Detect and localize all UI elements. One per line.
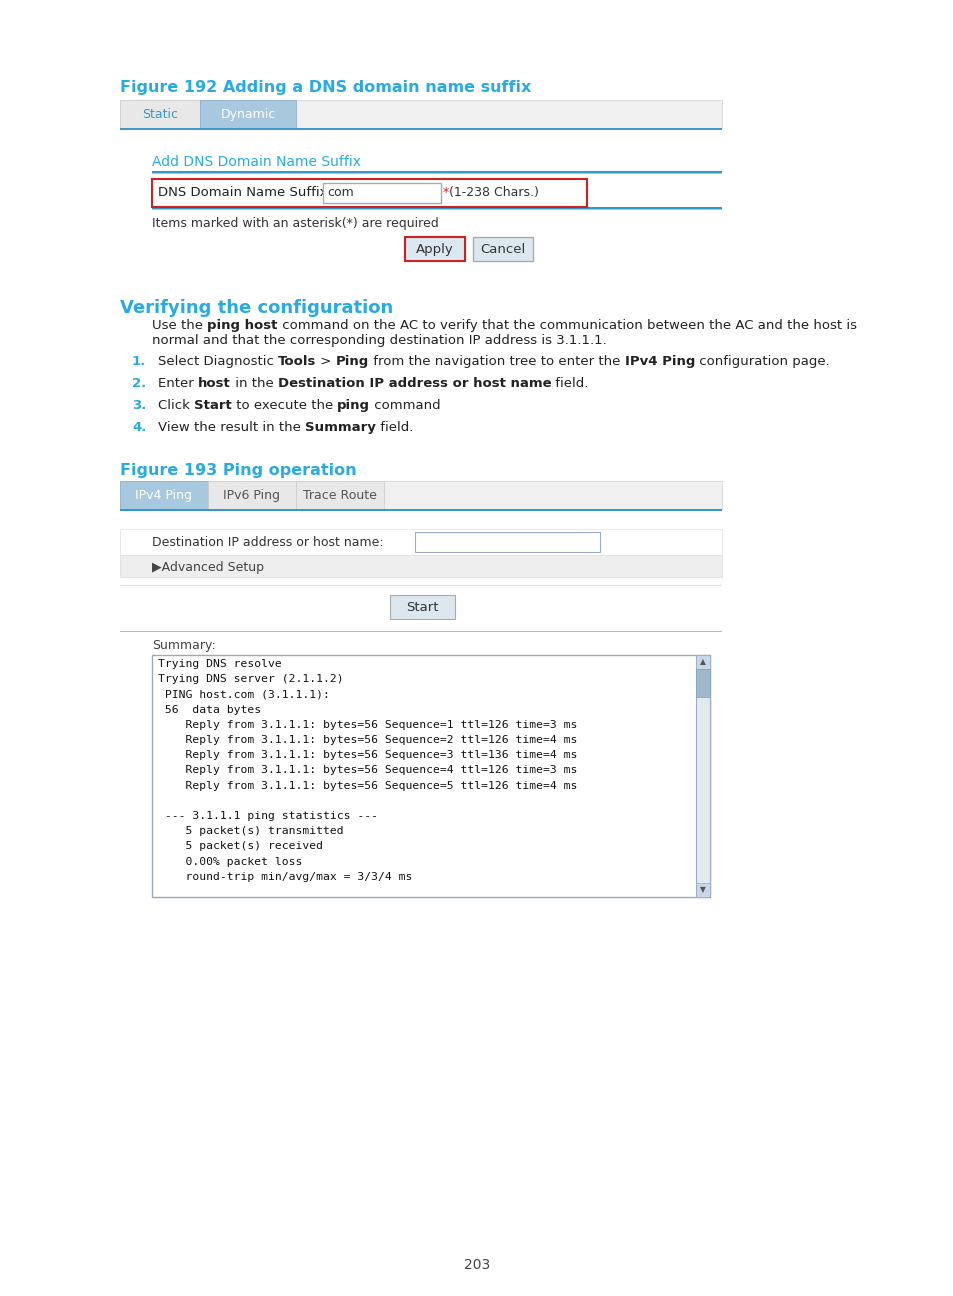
Text: ▲: ▲ <box>700 657 705 666</box>
Text: to execute the: to execute the <box>232 399 337 412</box>
Text: command on the AC to verify that the communication between the AC and the host i: command on the AC to verify that the com… <box>277 319 856 332</box>
Bar <box>696 654 709 897</box>
Text: Reply from 3.1.1.1: bytes=56 Sequence=3 ttl=136 time=4 ms: Reply from 3.1.1.1: bytes=56 Sequence=3 … <box>158 750 577 761</box>
Text: IPv4 Ping: IPv4 Ping <box>624 355 695 368</box>
Text: Figure 192 Adding a DNS domain name suffix: Figure 192 Adding a DNS domain name suff… <box>120 80 531 95</box>
Text: Verifying the configuration: Verifying the configuration <box>120 299 393 318</box>
Text: 203: 203 <box>463 1258 490 1271</box>
Text: DNS Domain Name Suffix:: DNS Domain Name Suffix: <box>158 187 332 200</box>
Bar <box>208 481 295 509</box>
Text: Destination IP address or host name:: Destination IP address or host name: <box>152 537 383 550</box>
Bar <box>120 100 721 128</box>
Text: normal and that the corresponding destination IP address is 3.1.1.1.: normal and that the corresponding destin… <box>152 334 606 347</box>
Bar <box>390 595 455 619</box>
Bar <box>696 669 709 697</box>
Text: View the result in the: View the result in the <box>158 421 305 434</box>
Text: (1-238 Chars.): (1-238 Chars.) <box>449 187 538 200</box>
Bar <box>120 128 721 130</box>
Bar <box>295 481 384 509</box>
Bar <box>696 883 709 897</box>
Bar <box>120 481 721 509</box>
Bar <box>323 183 440 203</box>
Bar <box>120 481 208 509</box>
Text: 56  data bytes: 56 data bytes <box>158 705 261 714</box>
Bar <box>120 529 721 555</box>
Text: 3.: 3. <box>132 399 146 412</box>
Bar <box>200 100 295 128</box>
Bar <box>415 531 599 552</box>
Bar <box>405 237 464 260</box>
Text: 0.00% packet loss: 0.00% packet loss <box>158 857 302 867</box>
Text: >: > <box>316 355 335 368</box>
Text: Reply from 3.1.1.1: bytes=56 Sequence=2 ttl=126 time=4 ms: Reply from 3.1.1.1: bytes=56 Sequence=2 … <box>158 735 577 745</box>
Text: round-trip min/avg/max = 3/3/4 ms: round-trip min/avg/max = 3/3/4 ms <box>158 872 412 881</box>
Text: Start: Start <box>193 399 232 412</box>
Text: ▼: ▼ <box>700 885 705 894</box>
Text: com: com <box>327 187 354 200</box>
Text: Trace Route: Trace Route <box>303 489 376 502</box>
Text: Apply: Apply <box>416 244 454 257</box>
Text: in the: in the <box>231 377 277 390</box>
Text: Add DNS Domain Name Suffix: Add DNS Domain Name Suffix <box>152 156 360 168</box>
Text: Cancel: Cancel <box>480 244 525 257</box>
Text: Destination IP address or host name: Destination IP address or host name <box>277 377 551 390</box>
Text: PING host.com (3.1.1.1):: PING host.com (3.1.1.1): <box>158 689 330 700</box>
Text: host: host <box>198 377 231 390</box>
Bar <box>696 654 709 669</box>
Text: Dynamic: Dynamic <box>220 108 275 121</box>
Text: *: * <box>442 187 449 200</box>
Text: Items marked with an asterisk(*) are required: Items marked with an asterisk(*) are req… <box>152 216 438 229</box>
Text: ping host: ping host <box>207 319 277 332</box>
Text: Summary:: Summary: <box>152 639 215 652</box>
Text: Start: Start <box>405 601 437 614</box>
Text: Select Diagnostic: Select Diagnostic <box>158 355 278 368</box>
Bar <box>473 237 533 260</box>
Text: Reply from 3.1.1.1: bytes=56 Sequence=4 ttl=126 time=3 ms: Reply from 3.1.1.1: bytes=56 Sequence=4 … <box>158 766 577 775</box>
Text: ▶Advanced Setup: ▶Advanced Setup <box>152 561 264 574</box>
Text: IPv6 Ping: IPv6 Ping <box>223 489 280 502</box>
Text: field.: field. <box>375 421 413 434</box>
Bar <box>120 100 200 128</box>
Text: Enter: Enter <box>158 377 198 390</box>
Text: 2.: 2. <box>132 377 146 390</box>
Text: ping: ping <box>337 399 370 412</box>
Text: Summary: Summary <box>305 421 375 434</box>
Bar <box>120 509 721 511</box>
Text: Trying DNS server (2.1.1.2): Trying DNS server (2.1.1.2) <box>158 674 343 684</box>
Text: 5 packet(s) transmitted: 5 packet(s) transmitted <box>158 827 343 836</box>
Text: Figure 193 Ping operation: Figure 193 Ping operation <box>120 463 356 478</box>
Text: Ping: Ping <box>335 355 369 368</box>
Text: Reply from 3.1.1.1: bytes=56 Sequence=1 ttl=126 time=3 ms: Reply from 3.1.1.1: bytes=56 Sequence=1 … <box>158 719 577 730</box>
Text: Reply from 3.1.1.1: bytes=56 Sequence=5 ttl=126 time=4 ms: Reply from 3.1.1.1: bytes=56 Sequence=5 … <box>158 780 577 791</box>
Bar <box>152 654 709 897</box>
Text: Trying DNS resolve: Trying DNS resolve <box>158 658 281 669</box>
Text: 5 packet(s) received: 5 packet(s) received <box>158 841 323 851</box>
Text: configuration page.: configuration page. <box>695 355 829 368</box>
Text: Static: Static <box>142 108 178 121</box>
Bar <box>152 179 586 207</box>
Bar <box>152 207 721 209</box>
Text: Click: Click <box>158 399 193 412</box>
Text: 4.: 4. <box>132 421 146 434</box>
Text: from the navigation tree to enter the: from the navigation tree to enter the <box>369 355 624 368</box>
Text: command: command <box>370 399 440 412</box>
Text: IPv4 Ping: IPv4 Ping <box>135 489 193 502</box>
Text: --- 3.1.1.1 ping statistics ---: --- 3.1.1.1 ping statistics --- <box>158 811 377 820</box>
Bar <box>152 171 721 172</box>
Text: Use the: Use the <box>152 319 207 332</box>
Text: field.: field. <box>551 377 588 390</box>
Text: Tools: Tools <box>278 355 316 368</box>
Bar <box>120 555 721 577</box>
Text: 1.: 1. <box>132 355 146 368</box>
